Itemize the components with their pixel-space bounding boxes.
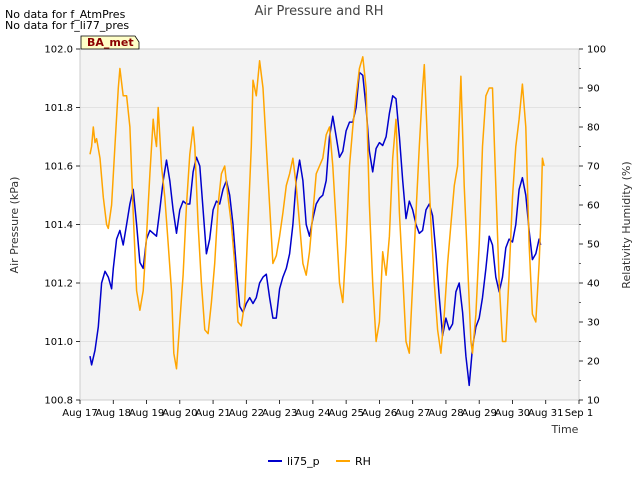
x-tick-label: Aug 27 — [395, 408, 430, 419]
band — [80, 49, 579, 108]
y-right-tick-label: 80 — [587, 123, 600, 134]
series-line-rh — [89, 56, 545, 370]
y-left-tick-label: 101.2 — [44, 279, 73, 290]
site-badge: BA_met — [80, 35, 140, 50]
y-left-axis-ticks: 100.8 101.0 101.2 101.4 101.6 101.8 102.0 — [44, 45, 80, 407]
y-right-tick-label: 10 — [587, 396, 600, 407]
y-right-axis-ticks: 10 20 30 40 50 60 70 80 90 100 — [579, 45, 606, 407]
chart-title: Air Pressure and RH — [254, 4, 383, 19]
badge-shape — [80, 35, 140, 50]
series-line-li75-p — [89, 71, 542, 387]
x-tick-label: Aug 25 — [328, 408, 363, 419]
x-tick-label: Aug 26 — [362, 408, 397, 419]
x-tick-label: Aug 22 — [229, 408, 264, 419]
legend-label: li75_p — [287, 455, 320, 468]
y-left-tick-label: 101.8 — [44, 103, 73, 114]
x-tick-label: Sep 1 — [565, 408, 593, 419]
x-tick-label: Aug 19 — [129, 408, 164, 419]
y-right-axis-title: Relativity Humidity (%) — [620, 161, 633, 288]
y-left-tick-label: 101.0 — [44, 337, 73, 348]
x-tick-label: Aug 28 — [428, 408, 463, 419]
x-tick-label: Aug 18 — [96, 408, 131, 419]
y-right-tick-label: 90 — [587, 84, 600, 95]
series-lines — [89, 56, 545, 387]
x-tick-label: Aug 23 — [262, 408, 297, 419]
x-tick-label: Aug 31 — [528, 408, 563, 419]
y-right-tick-label: 70 — [587, 162, 600, 173]
x-tick-label: Aug 24 — [295, 408, 330, 419]
y-right-tick-label: 20 — [587, 357, 600, 368]
x-tick-label: Aug 30 — [495, 408, 530, 419]
y-right-tick-label: 40 — [587, 279, 600, 290]
legend: li75_p RH — [268, 455, 371, 468]
y-left-tick-label: 102.0 — [44, 45, 73, 56]
band — [80, 166, 579, 225]
y-left-axis-title: Air Pressure (kPa) — [8, 177, 21, 274]
y-right-tick-label: 60 — [587, 201, 600, 212]
notice-no-atmpres: No data for f_AtmPres — [5, 8, 126, 21]
notice-no-li77-pres: No data for f_li77_pres — [5, 19, 130, 32]
x-axis-title: Time — [551, 423, 579, 436]
x-tick-label: Aug 21 — [195, 408, 230, 419]
y-left-tick-label: 101.4 — [44, 220, 73, 231]
band — [80, 341, 579, 400]
badge-label: BA_met — [87, 36, 134, 49]
y-right-tick-label: 100 — [587, 45, 606, 56]
x-tick-label: Aug 17 — [62, 408, 97, 419]
y-left-tick-label: 100.8 — [44, 396, 73, 407]
legend-label: RH — [355, 455, 371, 468]
band — [80, 283, 579, 342]
x-tick-label: Aug 20 — [162, 408, 197, 419]
x-tick-label: Aug 29 — [461, 408, 496, 419]
y-right-tick-label: 30 — [587, 318, 600, 329]
y-right-tick-label: 50 — [587, 240, 600, 251]
y-left-tick-label: 101.6 — [44, 162, 73, 173]
band — [80, 224, 579, 283]
